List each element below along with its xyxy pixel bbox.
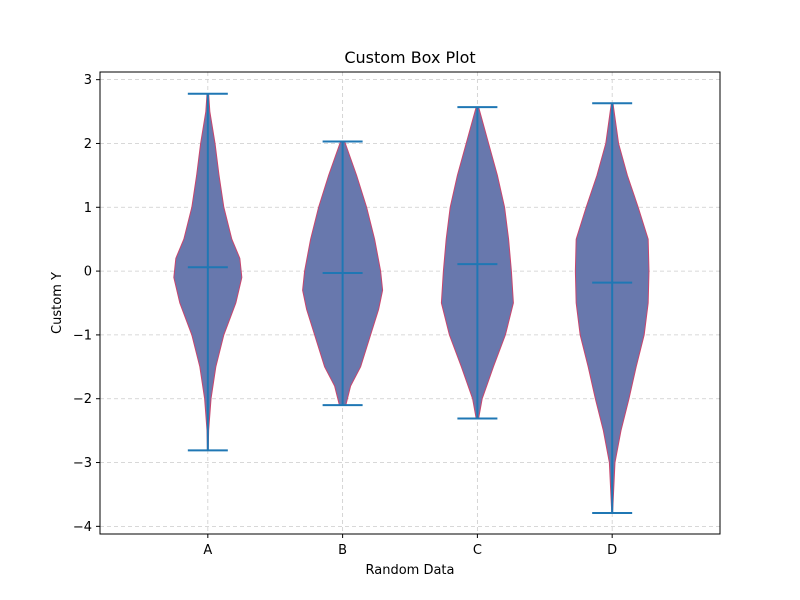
y-tick-label: −1 (73, 328, 92, 343)
x-axis-label: Random Data (366, 563, 455, 578)
y-tick-label: 1 (84, 201, 92, 216)
y-tick-label: 2 (84, 137, 92, 152)
tick-layer: −4 −3 −2 −1 0 1 2 3 A B C D (73, 73, 617, 558)
x-tick-label: D (607, 543, 617, 558)
y-tick-label: −4 (73, 520, 92, 535)
y-tick-label: 3 (84, 73, 92, 88)
x-tick-label: B (338, 543, 347, 558)
y-tick-label: −2 (73, 392, 92, 407)
y-axis-label: Custom Y (50, 272, 65, 334)
x-tick-label: A (203, 543, 212, 558)
axes-frame (99, 71, 721, 535)
violin-layer (173, 92, 650, 514)
x-tick-label: C (473, 543, 482, 558)
y-tick-label: 0 (84, 265, 92, 280)
chart-title: Custom Box Plot (344, 48, 475, 67)
y-tick-label: −3 (73, 456, 92, 471)
